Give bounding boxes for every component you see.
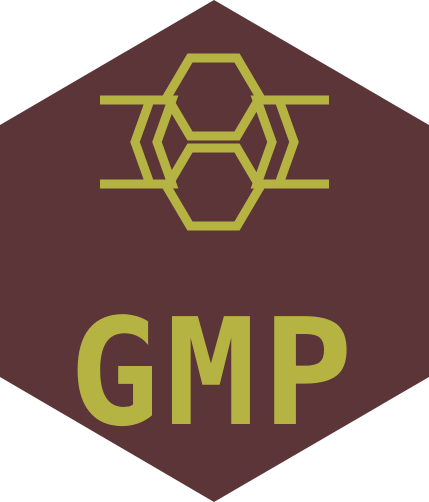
right-inner-bracket-shape <box>250 95 279 189</box>
left-bracket-shape <box>100 95 157 189</box>
left-inner-bracket-shape <box>150 95 179 189</box>
right-bracket-shape <box>272 95 329 189</box>
honeycomb-hexagon-icon <box>100 53 329 231</box>
logo-wordmark: GMP <box>69 287 359 459</box>
